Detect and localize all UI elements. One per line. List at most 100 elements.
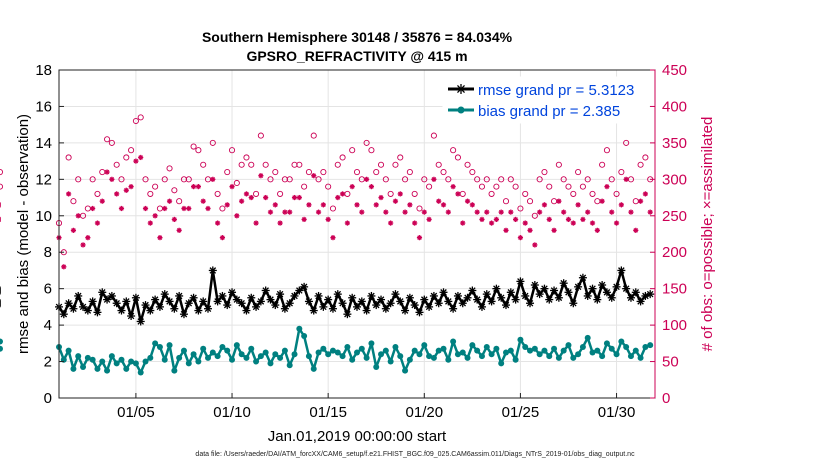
y-tick-label: 8 <box>44 244 52 261</box>
data-point-bias <box>89 356 96 363</box>
data-point-possible <box>584 176 591 183</box>
data-point-rmse <box>444 297 453 306</box>
data-point-possible <box>339 154 346 161</box>
data-point-bias <box>253 358 260 365</box>
data-point-bias <box>267 360 274 367</box>
data-point-rmse <box>458 299 467 308</box>
data-point-bias <box>512 356 519 363</box>
data-point-possible <box>406 168 413 176</box>
data-point-assimilated <box>104 169 110 175</box>
data-point-possible <box>613 190 620 197</box>
data-point-assimilated <box>551 227 557 233</box>
data-point-assimilated <box>484 209 490 215</box>
data-point-possible <box>147 190 154 197</box>
data-point-possible <box>416 205 423 212</box>
data-point-rmse <box>602 288 611 297</box>
data-point-rmse <box>304 297 313 306</box>
data-point-possible <box>377 161 385 168</box>
data-point-rmse <box>83 306 92 315</box>
data-point-bias <box>637 354 644 361</box>
data-point-possible <box>498 176 505 183</box>
data-point-bias <box>387 358 394 365</box>
data-point-rmse <box>348 293 357 302</box>
data-point-bias <box>238 351 245 358</box>
data-point-rmse <box>88 297 97 306</box>
data-point-rmse <box>175 291 184 300</box>
y-tick-label: 12 <box>35 171 52 188</box>
data-point-bias <box>565 342 572 349</box>
data-point-possible <box>478 183 486 190</box>
data-point-bias <box>137 369 144 376</box>
data-point-possible <box>353 168 361 176</box>
data-point-assimilated <box>416 235 423 241</box>
data-point-rmse <box>353 302 361 311</box>
data-point-assimilated <box>272 202 278 208</box>
data-point-rmse <box>506 288 515 297</box>
data-point-assimilated <box>537 209 543 215</box>
data-point-bias <box>108 353 115 360</box>
y-tick-label: 4 <box>44 317 52 334</box>
data-point-rmse <box>103 295 112 304</box>
data-point-assimilated <box>234 213 240 219</box>
y-tick-label: 14 <box>35 135 52 152</box>
data-point-bias <box>426 353 433 360</box>
data-point-assimilated <box>162 205 168 212</box>
data-point-rmse <box>386 299 395 308</box>
data-point-rmse <box>338 299 347 308</box>
data-point-assimilated <box>633 227 639 233</box>
data-point-possible <box>262 161 269 168</box>
data-point-assimilated <box>580 216 586 223</box>
data-point-bias <box>450 338 457 345</box>
data-point-possible <box>277 190 284 197</box>
data-point-possible <box>0 183 4 190</box>
data-point-assimilated <box>90 205 96 212</box>
x-tick-label: 01/20 <box>406 404 444 421</box>
data-point-bias <box>608 345 615 352</box>
data-point-assimilated <box>66 191 72 197</box>
data-point-assimilated <box>561 209 567 215</box>
data-point-possible <box>608 176 615 183</box>
data-point-bias <box>527 347 534 354</box>
data-point-bias <box>75 353 82 360</box>
y2-tick-label: 300 <box>662 171 687 188</box>
data-point-assimilated <box>99 198 105 204</box>
data-point-bias <box>454 351 461 358</box>
series-line <box>57 269 651 323</box>
data-point-rmse <box>155 302 164 311</box>
series-layer <box>0 114 655 376</box>
data-point-rmse <box>122 297 131 306</box>
y2-tick-label: 450 <box>662 62 687 79</box>
data-point-bias <box>286 362 293 369</box>
data-point-possible <box>272 168 279 176</box>
data-point-rmse <box>574 282 583 291</box>
data-point-possible <box>373 168 380 176</box>
data-point-possible <box>411 190 418 197</box>
y-tick-label: 10 <box>35 208 52 225</box>
data-point-possible <box>132 117 139 125</box>
data-point-rmse <box>112 299 121 308</box>
data-point-assimilated <box>397 191 403 197</box>
data-point-assimilated <box>330 235 336 241</box>
chart-subtitle: GPSRO_REFRACTIVITY @ 415 m <box>246 48 467 64</box>
data-point-assimilated <box>320 202 326 208</box>
data-point-assimilated <box>152 213 158 219</box>
data-point-bias <box>570 354 577 361</box>
data-point-possible <box>214 190 221 197</box>
y-tick-label: 18 <box>35 62 52 79</box>
data-point-possible <box>123 154 130 161</box>
legend-marker-rmse-star <box>456 84 466 94</box>
data-point-bias <box>344 343 351 350</box>
data-point-assimilated <box>594 227 600 233</box>
data-point-rmse <box>79 302 88 311</box>
data-point-rmse <box>59 310 68 319</box>
data-point-assimilated <box>229 184 235 190</box>
data-point-bias <box>0 338 3 345</box>
data-point-assimilated <box>565 216 572 223</box>
data-point-rmse <box>492 284 501 293</box>
data-point-bias <box>531 345 538 352</box>
data-point-assimilated <box>392 198 399 204</box>
data-point-assimilated <box>325 216 331 223</box>
data-point-bias <box>147 354 154 361</box>
data-point-assimilated <box>464 198 471 204</box>
